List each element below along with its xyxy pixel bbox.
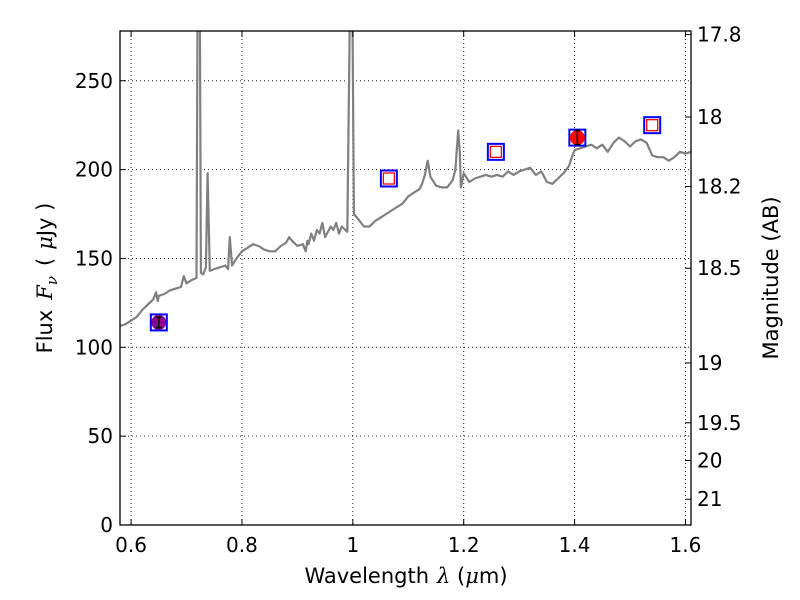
y2-tick-label: 18.5	[697, 256, 742, 280]
grid	[120, 31, 691, 526]
photometry-box-marker	[643, 116, 662, 135]
y-tick-label: 250	[75, 69, 113, 93]
photometry-box-marker	[486, 142, 505, 161]
spectrum-line	[120, 31, 691, 328]
x-tick-label: 1.2	[448, 533, 480, 557]
photometry-points	[149, 116, 662, 332]
open-square-marker	[489, 145, 503, 158]
y2-tick-label: 18.2	[697, 174, 742, 198]
x-tick-label: 1	[346, 533, 359, 557]
plot-frame	[119, 30, 692, 526]
y-tick-label: 0	[100, 513, 113, 537]
photometry-box-marker	[379, 169, 398, 188]
x-tick-label: 0.6	[115, 533, 147, 557]
y2-tick-label: 19	[697, 351, 722, 375]
y-tick-label: 100	[75, 335, 113, 359]
open-square-marker	[646, 119, 659, 132]
axis-ticks: 0.6 0.8 1 1.2 1.4 1.6 0 50 100 150 200 250 17.8 18 18.…	[75, 23, 742, 557]
y2-axis-label: Magnitude (AB)	[759, 196, 783, 359]
spectrum-layer	[120, 31, 691, 328]
y-axis-label: FluxFν(μJy )	[33, 203, 61, 354]
x-tick-label: 1.4	[559, 533, 591, 557]
y2-tick-label: 20	[697, 448, 722, 472]
y2-tick-label: 19.5	[697, 411, 742, 435]
x-tick-label: 1.6	[670, 533, 702, 557]
open-square-marker	[382, 172, 396, 185]
x-axis-label: Wavelength λ (μm)	[304, 564, 507, 588]
y-tick-label: 150	[75, 246, 113, 270]
y-tick-label: 50	[88, 424, 113, 448]
y2-tick-label: 17.8	[697, 23, 742, 47]
y-tick-label: 200	[75, 158, 113, 182]
y2-tick-label: 21	[697, 487, 722, 511]
photometry-box-marker	[568, 128, 587, 147]
y2-tick-label: 18	[697, 105, 722, 129]
x-tick-label: 0.8	[226, 533, 258, 557]
photometry-box-marker	[149, 313, 168, 332]
